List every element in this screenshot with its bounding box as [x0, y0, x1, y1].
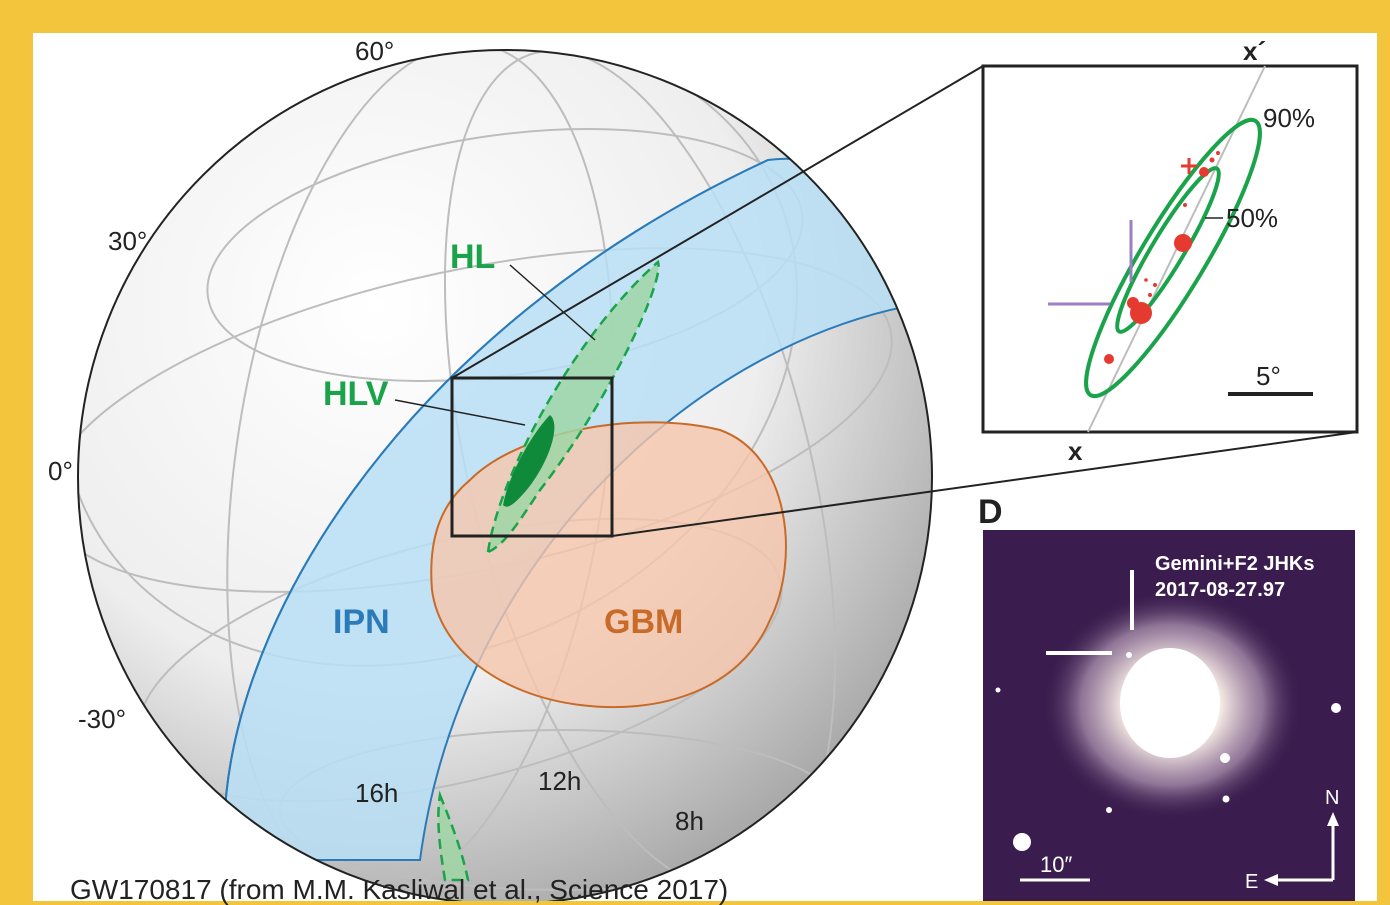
host-galaxy: [1120, 648, 1220, 758]
contour-50: [1115, 166, 1221, 334]
contour-90: [1084, 117, 1262, 399]
lat-label-60: 60°: [355, 36, 394, 66]
celestial-sphere: [77, 49, 1358, 901]
gbm-label: GBM: [604, 603, 683, 641]
ra-label-16h: 16h: [355, 778, 398, 808]
ra-label-8h: 8h: [675, 806, 704, 836]
lat-label-30: 30°: [108, 226, 147, 256]
gemini-image: [983, 530, 1355, 901]
lat-label-minus30: -30°: [78, 704, 126, 734]
contour-90-label: 90%: [1263, 103, 1315, 133]
panel-d-title-line2: 2017-08-27.97: [1155, 579, 1285, 601]
figure-caption: GW170817 (from M.M. Kasliwal et al., Sci…: [70, 874, 729, 905]
inset-panel: [981, 64, 1359, 434]
image-scale-label: 10″: [1040, 852, 1072, 877]
figure-svg: 60° 30° 0° -30° 16h 12h 8h HL HLV IPN GB…: [48, 36, 1359, 901]
ipn-label: IPN: [333, 603, 390, 641]
figure-panel: 60° 30° 0° -30° 16h 12h 8h HL HLV IPN GB…: [33, 33, 1377, 901]
lat-label-0: 0°: [48, 456, 73, 486]
hlv-region: [503, 415, 555, 507]
panel-d-letter: D: [978, 493, 1003, 531]
zoom-box: [450, 376, 614, 538]
ra-label-12h: 12h: [538, 766, 581, 796]
panel-d-title-line1: Gemini+F2 JHKs: [1155, 553, 1315, 575]
hl-region-south: [437, 790, 470, 882]
field-stars: [995, 652, 1341, 851]
galaxy-points: [1104, 151, 1220, 364]
compass-e-label: E: [1245, 871, 1258, 893]
axis-x-prime-label: x´: [1243, 36, 1266, 66]
contour-50-label: 50%: [1226, 203, 1278, 233]
hlv-label: HLV: [323, 375, 389, 413]
hl-label: HL: [450, 238, 495, 276]
compass-n-label: N: [1325, 787, 1339, 809]
axis-x-label: x: [1068, 436, 1083, 466]
inset-scale-label: 5°: [1256, 361, 1281, 391]
